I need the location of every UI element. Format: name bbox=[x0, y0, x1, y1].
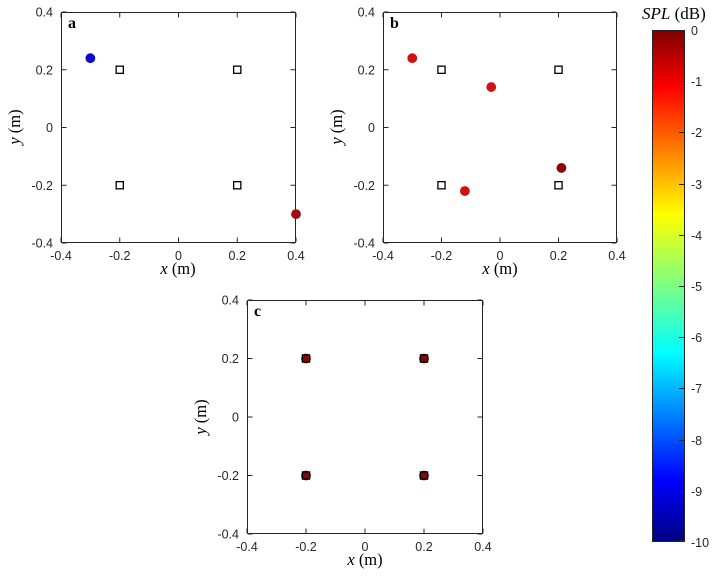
x-axis-label-b: x (m) bbox=[482, 259, 518, 278]
array-square-marker bbox=[232, 65, 242, 75]
source-dot-marker bbox=[556, 163, 567, 173]
colorbar-tick bbox=[679, 286, 684, 287]
y-tick-label: -0.2 bbox=[353, 179, 375, 193]
y-axis-label-a: y (m) bbox=[4, 109, 24, 145]
array-square-marker bbox=[419, 354, 429, 363]
x-axis-label-a: x (m) bbox=[160, 259, 196, 278]
colorbar-tick-label: -8 bbox=[691, 433, 703, 448]
colorbar-tick-label: -4 bbox=[691, 228, 703, 243]
colorbar-tick-label: -7 bbox=[691, 382, 703, 397]
colorbar-tick bbox=[679, 388, 684, 390]
y-axis-label-b: y (m) bbox=[326, 109, 346, 145]
x-tick-label: 0 bbox=[362, 540, 369, 554]
x-tick-label: 0 bbox=[497, 249, 504, 263]
y-tick-label: 0.4 bbox=[36, 6, 53, 20]
x-tick-label: 0.2 bbox=[550, 249, 567, 263]
subplot-b-axes: -0.4 -0.2 0 0.2 0.4 -0.4 -0.2 0 0.2 0.4 bbox=[353, 6, 625, 264]
colorbar-tick-label: -3 bbox=[691, 177, 703, 192]
source-dot-marker bbox=[407, 53, 418, 64]
x-tick-label: -0.4 bbox=[372, 249, 394, 263]
colorbar-tick bbox=[679, 132, 684, 134]
y-tick-label: -0.4 bbox=[31, 237, 53, 251]
array-square-marker bbox=[301, 471, 311, 480]
x-tick-label: -0.2 bbox=[295, 540, 317, 554]
y-tick-label: 0 bbox=[368, 121, 375, 135]
colorbar-tick bbox=[679, 490, 684, 492]
array-square-marker bbox=[301, 354, 311, 363]
source-dot-marker bbox=[419, 353, 429, 364]
colorbar-tick-label: -5 bbox=[691, 280, 703, 294]
y-tick-label: 0.4 bbox=[358, 6, 375, 20]
x-axis-label-c: x (m) bbox=[347, 550, 383, 569]
source-dot-marker bbox=[85, 53, 96, 64]
y-tick-label: -0.2 bbox=[217, 469, 239, 483]
source-dot-marker bbox=[419, 470, 429, 481]
x-tick-label: 0.4 bbox=[474, 540, 491, 554]
y-axis-label-c: y (m) bbox=[190, 399, 210, 435]
x-tick-label: 0.2 bbox=[229, 249, 246, 263]
y-tick-label: -0.4 bbox=[353, 237, 375, 251]
colorbar-tick bbox=[679, 183, 684, 185]
colorbar-tick bbox=[679, 439, 684, 441]
colorbar-title: SPL (dB) bbox=[642, 4, 706, 23]
colorbar-tick bbox=[679, 31, 684, 32]
source-dot-marker bbox=[486, 82, 497, 92]
source-dot-marker bbox=[460, 186, 470, 196]
array-square-marker bbox=[115, 65, 125, 75]
y-tick-label: 0.2 bbox=[36, 63, 53, 77]
array-square-marker bbox=[554, 65, 563, 75]
panel-label-b: b bbox=[390, 15, 399, 32]
x-tick-label: 0.4 bbox=[608, 249, 625, 263]
colorbar-tick-label: 0 bbox=[691, 24, 698, 38]
colorbar-tick bbox=[679, 540, 684, 541]
y-tick-label: 0.4 bbox=[222, 294, 239, 308]
axes-box bbox=[383, 12, 617, 243]
x-tick-label: -0.4 bbox=[236, 540, 258, 554]
source-dot-marker bbox=[291, 209, 301, 220]
colorbar-tick bbox=[679, 81, 684, 83]
y-tick-label: 0 bbox=[232, 411, 239, 425]
x-tick-label: -0.4 bbox=[50, 249, 72, 263]
x-tick-label: 0 bbox=[175, 249, 182, 263]
x-tick-label: -0.2 bbox=[431, 249, 453, 263]
colorbar-tick-label: -10 bbox=[691, 536, 710, 550]
colorbar-tick-label: -2 bbox=[691, 126, 703, 141]
colorbar-tick bbox=[679, 337, 684, 339]
panel-label-c: c bbox=[254, 303, 262, 320]
colorbar-tick bbox=[679, 234, 684, 236]
subplot-c-axes: -0.4 -0.2 0 0.2 0.4 -0.4 -0.2 0 0.2 0.4 bbox=[217, 294, 491, 555]
source-dot-marker bbox=[301, 470, 311, 481]
y-tick-label: -0.4 bbox=[217, 528, 239, 542]
source-dot-marker bbox=[301, 353, 311, 364]
panel-label-a: a bbox=[68, 15, 76, 32]
colorbar-tick-label: -6 bbox=[691, 331, 703, 346]
y-tick-label: -0.2 bbox=[31, 179, 53, 193]
colorbar-tick-label: -1 bbox=[691, 75, 703, 90]
axes-box bbox=[61, 12, 296, 243]
y-tick-label: 0 bbox=[46, 121, 53, 135]
y-tick-label: 0.2 bbox=[358, 63, 375, 77]
array-square-marker bbox=[419, 471, 429, 480]
colorbar-tick-label: -9 bbox=[691, 484, 703, 499]
axes-box bbox=[247, 300, 483, 534]
array-square-marker bbox=[437, 65, 446, 75]
y-tick-label: 0.2 bbox=[222, 352, 239, 366]
x-tick-label: 0.2 bbox=[415, 540, 432, 554]
array-square-marker bbox=[232, 180, 242, 190]
subplot-a-axes: -0.4 -0.2 0 0.2 0.4 -0.4 -0.2 0 0.2 0.4 bbox=[31, 6, 304, 264]
array-square-marker bbox=[554, 180, 563, 190]
x-tick-label: 0.4 bbox=[287, 249, 304, 263]
x-tick-label: -0.2 bbox=[109, 249, 131, 263]
array-square-marker bbox=[437, 180, 446, 190]
array-square-marker bbox=[115, 180, 125, 190]
